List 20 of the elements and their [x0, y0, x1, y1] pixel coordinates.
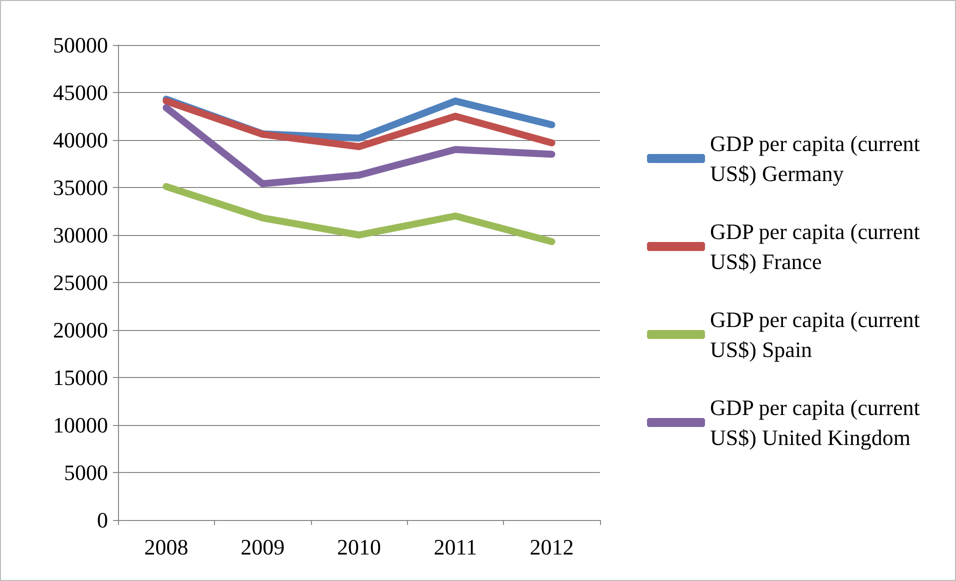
y-tick-label: 35000: [53, 175, 108, 200]
y-tick-label: 5000: [64, 460, 108, 485]
y-tick-label: 10000: [53, 412, 108, 438]
y-tick-label: 30000: [53, 222, 108, 248]
legend-label: GDP per capita (current US$) Germany: [710, 131, 926, 186]
x-tick-label: 2008: [144, 534, 188, 560]
legend-label: GDP per capita (current US$) Spain: [710, 307, 926, 362]
x-tick-label: 2009: [240, 534, 285, 560]
y-tick-label: 15000: [53, 365, 108, 390]
x-tick-label: 2010: [337, 534, 381, 560]
x-tick-label: 2012: [530, 534, 574, 560]
y-tick-label: 40000: [53, 128, 108, 152]
x-tick-label: 2011: [434, 534, 477, 560]
y-tick-label: 0: [97, 508, 108, 532]
legend-label: GDP per capita (current US$) United Kingdom: [710, 395, 926, 450]
y-tick-label: 45000: [53, 80, 108, 105]
y-tick-label: 20000: [53, 318, 108, 342]
y-tick-label: 50000: [53, 32, 108, 58]
y-tick-label: 25000: [53, 270, 108, 295]
legend-label: GDP per capita (current US$) France: [710, 219, 926, 274]
